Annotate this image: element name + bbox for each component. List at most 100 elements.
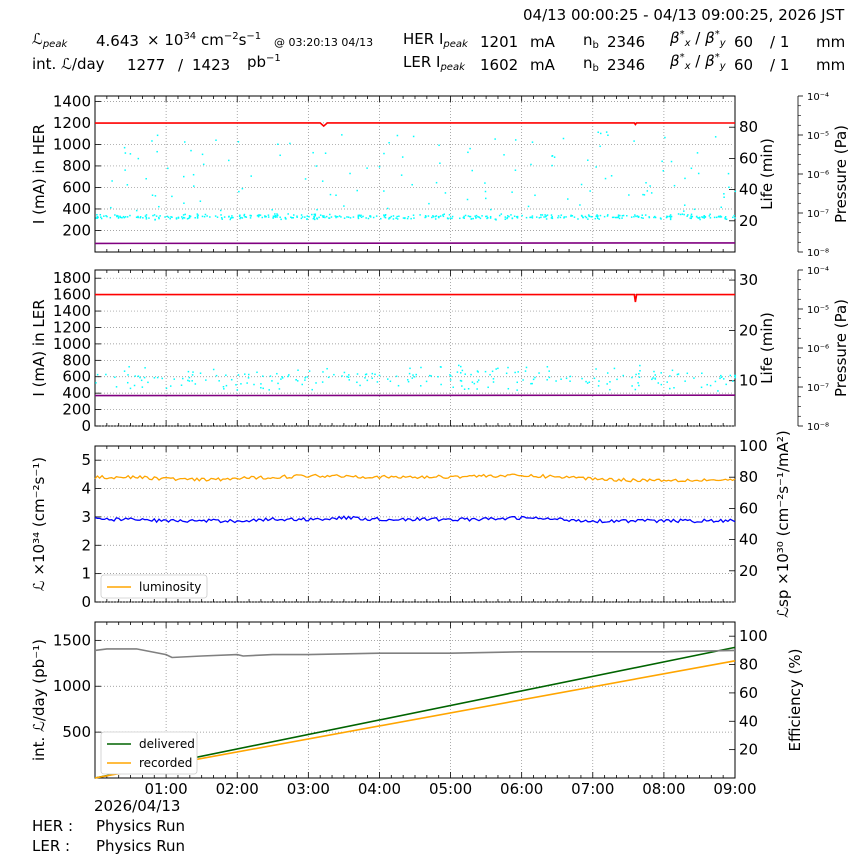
ler-lifetime-point: [464, 373, 466, 375]
ler-ylabel: I (mA) in LER: [30, 299, 48, 396]
her-lifetime-point: [666, 215, 668, 218]
her-lifetime-point: [438, 216, 440, 219]
ler-lifetime-point: [333, 373, 335, 376]
her-lifetime-point: [158, 205, 160, 208]
her-lifetime-point: [153, 214, 156, 216]
ler-lifetime-point: [517, 371, 519, 373]
her-lifetime-point: [689, 217, 691, 219]
ler-frame: [94, 269, 736, 427]
her-lifetime-point: [186, 218, 189, 220]
her-lifetime-point: [340, 216, 342, 218]
lpeak-time: @ 03:20:13 04/13: [274, 36, 374, 49]
ler-lifetime-point: [143, 376, 146, 379]
her-lifetime-point: [553, 156, 556, 158]
ler-lifetime-point: [660, 372, 662, 374]
her-lifetime-point: [346, 216, 348, 218]
ler-lifetime-point: [495, 368, 497, 370]
her-lifetime-point: [650, 192, 653, 194]
ler-lifetime-point: [187, 370, 190, 373]
ler-lifetime-point: [686, 372, 689, 375]
her-lifetime-point: [570, 214, 572, 217]
her-lifetime-point: [435, 215, 438, 217]
her-lifetime-point: [451, 217, 453, 220]
ler-lifetime-point: [304, 377, 306, 379]
ler-y2tick-label: 10: [739, 372, 758, 390]
her-lifetime-point: [119, 216, 122, 219]
ler-beta-x: 60: [734, 56, 754, 74]
her-lifetime-point: [158, 217, 160, 220]
her-lifetime-point: [719, 215, 722, 217]
her-lifetime-point: [99, 213, 102, 216]
her-lifetime-point: [723, 196, 725, 198]
her-lifetime-point: [249, 214, 251, 217]
ler-lifetime-point: [440, 383, 442, 386]
her-lifetime-point: [538, 217, 541, 219]
her-lifetime-point: [591, 216, 593, 218]
ler-lifetime-point: [225, 374, 227, 377]
her-ytick-label: 400: [62, 200, 91, 218]
her-lifetime-point: [182, 214, 185, 216]
her-lifetime-point: [640, 216, 643, 219]
her-lifetime-point: [704, 216, 706, 218]
ler-lifetime-point: [459, 372, 462, 374]
her-lifetime-point: [604, 177, 607, 180]
ler-lifetime-point: [491, 370, 494, 373]
ler-lifetime-point: [182, 377, 184, 380]
ler-ytick-label: 400: [62, 384, 91, 402]
her-lifetime-point: [633, 140, 635, 142]
her-lifetime-point: [724, 216, 727, 218]
her-ipeak-value: 1201: [480, 33, 519, 51]
her-lifetime-point: [378, 166, 381, 168]
ler-lifetime-point: [244, 373, 246, 375]
ler-lifetime-point: [507, 387, 510, 390]
ler-lifetime-point: [140, 379, 143, 382]
her-lifetime-point: [644, 214, 647, 216]
x-tick-label-0700: 07:00: [571, 780, 614, 798]
lumi-ytick-label: 4: [81, 480, 91, 498]
her-y3tick-label: 10⁻⁸: [807, 248, 829, 259]
ler-lifetime-point: [304, 379, 306, 381]
her-lifetime-point: [95, 217, 98, 219]
her-lifetime-point: [468, 215, 471, 218]
ler-lifetime-point: [507, 366, 509, 369]
ler-lifetime-point: [460, 365, 462, 368]
ler-lifetime-point: [415, 373, 418, 376]
ler-ytick-label: 1400: [53, 302, 91, 320]
her-lifetime-point: [467, 215, 470, 217]
her-lifetime-point: [531, 217, 534, 219]
her-lifetime-point: [550, 217, 553, 219]
her-lifetime-point: [183, 217, 186, 219]
ler-lifetime-point: [218, 380, 220, 382]
footer-ler-status: Physics Run: [96, 837, 186, 855]
her-lifetime-point: [487, 217, 489, 219]
ler-lifetime-point: [638, 376, 641, 378]
ler-lifetime-point: [327, 376, 330, 379]
her-ipeak-unit: mA: [530, 33, 555, 51]
ler-lifetime-point: [343, 371, 346, 374]
ler-lifetime-point: [144, 367, 146, 369]
ler-lifetime-point: [256, 371, 258, 374]
her-lifetime-point: [720, 206, 722, 209]
intl-unit: pb−1: [247, 53, 281, 71]
ler-beta-y: / 1: [770, 56, 790, 74]
ler-lifetime-point: [706, 383, 708, 386]
her-y3tick-label: 10⁻⁶: [807, 170, 829, 181]
her-lifetime-point: [220, 217, 223, 219]
ler-y2label: Life (min): [758, 312, 776, 384]
her-lifetime-point: [406, 217, 409, 220]
ler-lifetime-point: [173, 378, 176, 380]
ler-y3tick-label: 10⁻⁸: [807, 422, 829, 433]
her-lifetime-point: [396, 134, 399, 137]
ler-lifetime-point: [156, 376, 159, 379]
her-lifetime-point: [383, 216, 386, 218]
her-lifetime-point: [261, 216, 264, 219]
her-lifetime-point: [167, 216, 170, 219]
ler-lifetime-point: [253, 383, 255, 386]
her-lifetime-point: [559, 216, 562, 219]
ler-ipeak-unit: mA: [530, 56, 555, 74]
her-lifetime-point: [229, 218, 232, 221]
her-lifetime-point: [129, 214, 131, 217]
her-y3tick-label: 10⁻⁷: [807, 209, 829, 220]
intlumi-ytick-label: 500: [62, 723, 91, 741]
